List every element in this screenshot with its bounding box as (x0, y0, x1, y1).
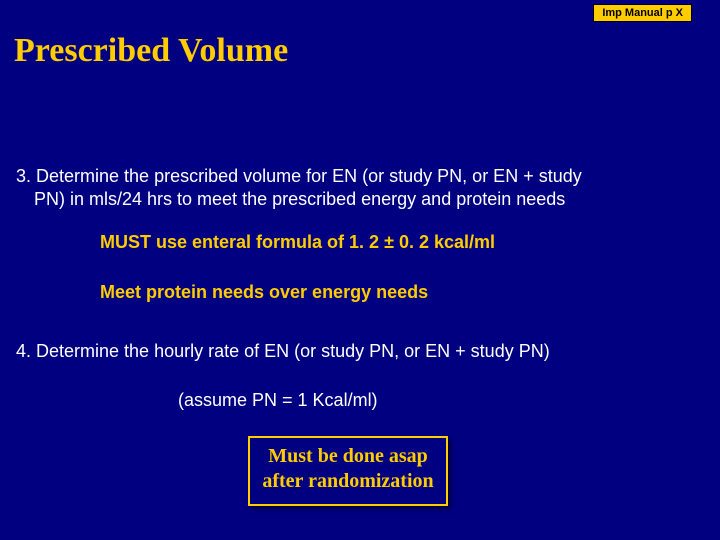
step-4-text: 4. Determine the hourly rate of EN (or s… (16, 340, 692, 363)
header-badge: Imp Manual p X (593, 4, 692, 22)
requirement-formula: MUST use enteral formula of 1. 2 ± 0. 2 … (100, 232, 495, 253)
callout-box: Must be done asap after randomization (248, 436, 448, 506)
step-3-line2: PN) in mls/24 hrs to meet the prescribed… (16, 188, 692, 211)
step-3-line1: 3. Determine the prescribed volume for E… (16, 166, 582, 186)
requirement-protein: Meet protein needs over energy needs (100, 282, 428, 303)
slide-title: Prescribed Volume (14, 32, 288, 70)
step-3-text: 3. Determine the prescribed volume for E… (16, 165, 692, 210)
assumption-text: (assume PN = 1 Kcal/ml) (178, 390, 378, 411)
